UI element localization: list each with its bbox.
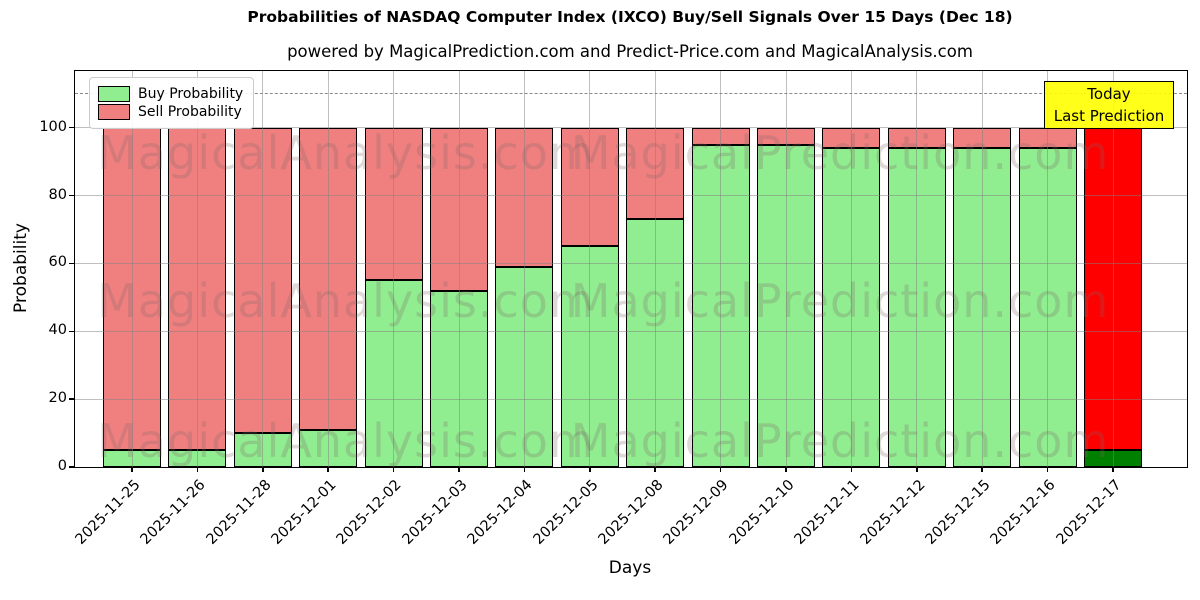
bar-buy-segment <box>430 290 488 467</box>
bar-buy-segment <box>495 266 554 467</box>
x-tick-mark <box>981 467 983 472</box>
x-tick-mark <box>1112 467 1114 472</box>
x-tick-mark <box>719 467 722 472</box>
bar-buy-segment <box>626 219 685 467</box>
x-axis-label: Days <box>608 558 652 578</box>
bar-buy-segment <box>887 148 946 467</box>
y-tick-label: 0 <box>57 458 67 474</box>
bar-sell-segment <box>691 127 750 145</box>
bar-sell-segment <box>887 127 946 149</box>
bar-sell-segment <box>430 127 488 291</box>
x-tick-mark <box>785 467 787 472</box>
bar-sell-segment <box>364 127 423 281</box>
bar-buy-segment <box>560 246 619 467</box>
y-tick-mark <box>68 126 74 129</box>
bar-sell-segment <box>757 127 815 145</box>
bar-sell-segment <box>822 127 881 149</box>
bar-sell-segment <box>103 127 161 451</box>
x-tick-mark <box>850 467 853 472</box>
legend-label-buy: Buy Probability <box>138 86 244 102</box>
y-tick-label: 20 <box>48 390 67 407</box>
y-tick-label: 60 <box>48 254 67 271</box>
x-tick-mark <box>916 467 918 472</box>
y-axis-label: Probability <box>11 223 31 313</box>
bar-sell-segment <box>953 127 1012 149</box>
sell-color-swatch <box>98 104 130 120</box>
threshold-dashed-line <box>75 92 1187 94</box>
plot-area: MagicalAnalysis.com MagicalPrediction.co… <box>39 70 1188 548</box>
today-annotation-line1: Today <box>1087 85 1131 103</box>
y-tick-mark <box>68 262 74 265</box>
y-tick-mark <box>68 466 74 468</box>
y-tick-label: 100 <box>39 118 67 135</box>
bar-buy-segment <box>233 433 292 467</box>
bar-sell-segment <box>626 127 685 220</box>
bars-layer <box>75 71 1187 467</box>
bar-buy-segment <box>364 280 423 467</box>
x-tick-mark <box>589 467 591 472</box>
today-annotation-line2: Last Prediction <box>1053 107 1165 125</box>
today-annotation: Today Last Prediction <box>1044 81 1174 129</box>
bar-buy-segment <box>757 144 815 467</box>
bar-sell-segment <box>299 127 358 430</box>
bar-buy-segment <box>953 148 1012 467</box>
bar-sell-segment <box>495 127 554 267</box>
bar-buy-segment <box>822 148 881 467</box>
bar-sell-today <box>1084 127 1142 451</box>
bar-buy-segment <box>168 450 227 467</box>
bar-sell-segment <box>560 127 619 247</box>
legend-item-sell: Sell Probability <box>98 104 243 120</box>
x-tick-mark <box>523 467 526 472</box>
bar-buy-segment <box>103 450 161 467</box>
x-tick-mark <box>392 467 395 472</box>
bar-buy-segment <box>299 429 358 467</box>
x-tick-mark <box>196 467 199 472</box>
chart-subtitle: powered by MagicalPrediction.com and Pre… <box>287 42 973 61</box>
y-tick-mark <box>68 330 74 333</box>
y-tick-mark <box>68 194 74 197</box>
y-tick-mark <box>68 398 74 400</box>
chart-title: Probabilities of NASDAQ Computer Index (… <box>247 8 1013 26</box>
buy-color-swatch <box>98 86 130 102</box>
bar-sell-segment <box>1018 127 1077 149</box>
bar-buy-segment <box>691 144 750 467</box>
legend-label-sell: Sell Probability <box>138 104 242 120</box>
x-tick-mark <box>327 467 329 472</box>
y-tick-label: 40 <box>48 322 67 339</box>
x-tick-mark <box>1046 467 1049 472</box>
x-tick-mark <box>458 467 460 472</box>
bar-buy-segment <box>1018 148 1077 467</box>
bar-sell-segment <box>168 127 227 451</box>
legend-item-buy: Buy Probability <box>98 86 243 102</box>
x-tick-mark <box>131 467 133 472</box>
bar-buy-today <box>1084 450 1142 467</box>
legend: Buy Probability Sell Probability <box>89 77 255 129</box>
x-tick-mark <box>654 467 656 472</box>
bar-sell-segment <box>233 127 292 434</box>
y-tick-label: 80 <box>48 186 67 203</box>
x-tick-mark <box>262 467 264 472</box>
